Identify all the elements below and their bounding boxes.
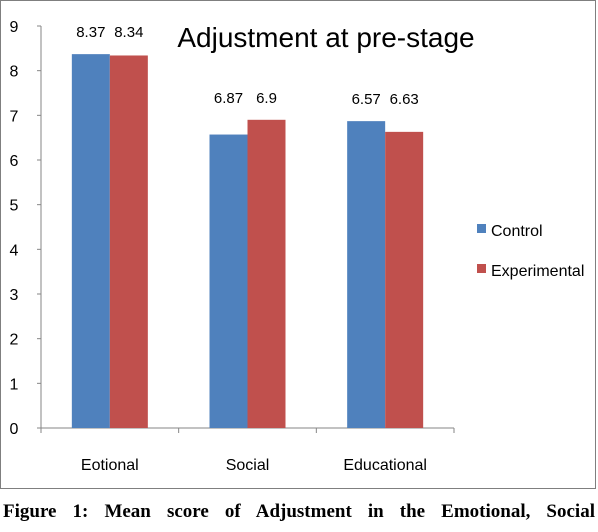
data-label: 6.57	[352, 91, 381, 108]
legend-swatch-experimental	[477, 264, 486, 273]
bar-control	[71, 54, 110, 428]
data-label: 8.37	[76, 24, 105, 41]
chart-title: Adjustment at pre-stage	[177, 22, 474, 53]
data-label: 6.9	[256, 90, 277, 107]
y-tick-label: 5	[10, 198, 19, 215]
y-tick-label: 2	[10, 332, 19, 349]
bar-control	[209, 134, 248, 429]
y-tick-label: 4	[10, 242, 19, 259]
x-tick-label: Eotional	[81, 457, 139, 474]
data-label: 6.63	[390, 91, 419, 108]
x-tick-label: Educational	[343, 457, 427, 474]
data-label: 8.34	[114, 24, 143, 41]
bar-chart: 0 1 2 3 4 5 6 7 8 9 Eotional Social Educational 8.37 6…	[10, 19, 585, 474]
y-tick-label: 1	[10, 376, 19, 393]
data-label: 6.87	[214, 90, 243, 107]
figure-caption: Figure 1: Mean score of Adjustment in th…	[3, 501, 595, 522]
y-tick-label: 9	[10, 19, 19, 36]
y-tick-label: 6	[10, 153, 19, 170]
bar-control	[347, 121, 386, 428]
legend-label: Control	[491, 223, 543, 240]
y-tick-label: 7	[10, 108, 19, 125]
bar-experimental	[385, 131, 424, 429]
y-tick-label: 0	[10, 421, 19, 438]
legend-label: Experimental	[491, 263, 584, 280]
y-tick-label: 8	[10, 64, 19, 81]
legend-swatch-control	[477, 224, 486, 233]
y-tick-label: 3	[10, 287, 19, 304]
x-tick-label: Social	[226, 457, 270, 474]
bar-experimental	[247, 119, 286, 429]
bar-experimental	[109, 55, 148, 428]
